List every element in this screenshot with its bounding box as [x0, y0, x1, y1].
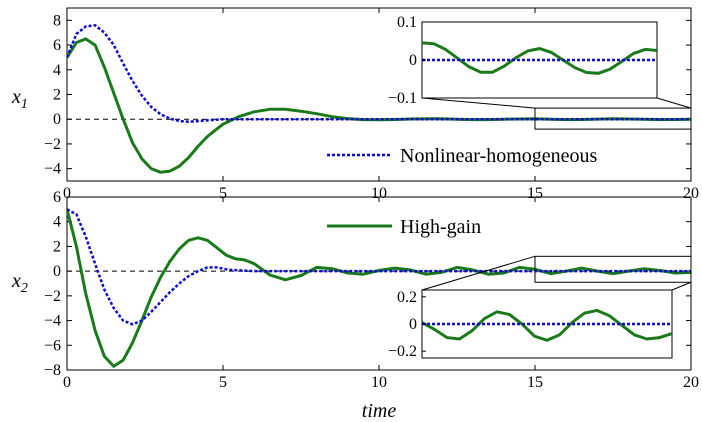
y-axis-label-main: x	[11, 270, 21, 292]
legend-label: Nonlinear-homogeneous	[400, 145, 598, 167]
y-tick-label: 0	[53, 263, 61, 280]
x-tick-label: 20	[683, 185, 699, 202]
zoom-source-box	[534, 255, 692, 283]
x-axis-label: time	[362, 400, 397, 422]
y-axis-label-subscript: 1	[21, 97, 28, 112]
y-tick-label: −4	[44, 313, 61, 330]
x-tick-label: 5	[219, 374, 227, 391]
y-tick-label: 2	[53, 87, 61, 104]
zoom-connector-line	[421, 255, 536, 291]
inset-series-line	[422, 308, 672, 342]
y-tick-label: −4	[44, 161, 61, 178]
x-tick-label: 20	[683, 374, 699, 391]
inset-y-tick-label: 0	[409, 52, 417, 69]
y-tick-label: 2	[53, 238, 61, 255]
inset-y-tick-label: 0.1	[397, 14, 417, 31]
inset-series-line	[422, 41, 657, 75]
y-tick-label: 0	[53, 111, 61, 128]
y-tick-label: −2	[44, 136, 61, 153]
y-tick-label: −2	[44, 288, 61, 305]
x-tick-label: 5	[219, 185, 227, 202]
y-tick-label: −6	[44, 337, 61, 354]
y-axis-label-main: x	[11, 86, 21, 108]
y-axis-label: x1	[11, 86, 28, 112]
x-tick-label: 0	[63, 374, 71, 391]
y-axis-label: x2	[11, 270, 28, 296]
zoom-source-box	[534, 107, 692, 130]
inset-y-tick-label: −0.2	[388, 343, 417, 360]
y-tick-label: 6	[53, 37, 61, 54]
y-tick-label: 4	[53, 214, 61, 231]
x-tick-label: 15	[527, 185, 543, 202]
y-tick-label: 4	[53, 62, 61, 79]
x-tick-label: 15	[527, 374, 543, 391]
x-tick-label: 0	[63, 185, 71, 202]
series-line-nonlinear-homogeneous	[67, 208, 691, 326]
inset-y-tick-label: 0	[409, 316, 417, 333]
legend-label: High-gain	[400, 216, 481, 238]
zoom-connector-line	[421, 97, 536, 109]
inset-y-tick-label: −0.1	[388, 90, 417, 107]
series-line-nonlinear-homogeneous	[67, 24, 691, 123]
x-tick-label: 10	[371, 374, 387, 391]
y-tick-label: 6	[53, 189, 61, 206]
zoom-connector-line	[656, 97, 692, 109]
inset-y-tick-label: 0.2	[397, 289, 417, 306]
y-tick-label: 8	[53, 12, 61, 29]
y-axis-label-subscript: 2	[21, 281, 28, 296]
zoom-connector-line	[671, 281, 692, 291]
y-tick-label: −8	[44, 362, 61, 379]
x-tick-label: 10	[371, 185, 387, 202]
